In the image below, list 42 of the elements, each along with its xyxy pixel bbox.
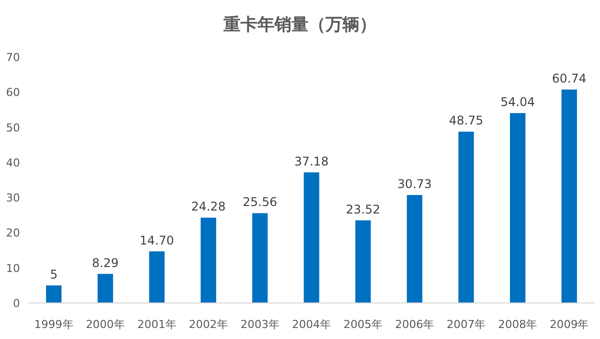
y-tick-label: 10 [6, 262, 20, 275]
bar [46, 285, 62, 303]
y-tick-label: 50 [6, 121, 20, 134]
data-label: 60.74 [552, 72, 586, 86]
bar [510, 113, 526, 303]
x-tick-label: 2009年 [550, 318, 589, 331]
bar [200, 218, 216, 303]
data-label: 23.52 [346, 202, 380, 216]
chart-title: 重卡年销量（万辆） [222, 15, 376, 35]
x-tick-label: 1999年 [34, 318, 74, 331]
data-label: 25.56 [242, 195, 278, 210]
bar [98, 274, 114, 303]
bar [304, 172, 320, 303]
y-tick-label: 60 [6, 86, 20, 100]
x-tick-label: 2001年 [137, 318, 176, 331]
x-tick-label: 2002年 [188, 318, 228, 331]
bar [355, 220, 371, 303]
y-tick-label: 70 [6, 51, 20, 64]
bar [149, 251, 165, 303]
y-tick-label: 30 [6, 192, 20, 205]
data-label: 8.29 [92, 256, 119, 270]
x-tick-label: 2007年 [446, 318, 486, 331]
data-label: 54.04 [500, 95, 535, 110]
x-tick-label: 2004年 [292, 318, 331, 331]
x-tick-label: 2008年 [498, 318, 538, 331]
data-label: 14.70 [140, 233, 174, 248]
bar [406, 195, 422, 303]
x-tick-label: 2000年 [86, 318, 125, 331]
data-label: 37.18 [294, 154, 329, 168]
x-tick-label: 2005年 [344, 318, 383, 331]
x-tick-label: 2003年 [240, 318, 280, 331]
bar [252, 213, 268, 303]
data-label: 48.75 [448, 114, 484, 128]
y-tick-label: 20 [6, 226, 20, 240]
data-label: 5 [50, 267, 58, 282]
y-tick-label: 0 [13, 297, 20, 310]
y-tick-label: 40 [6, 156, 20, 170]
data-label: 30.73 [397, 177, 432, 192]
bar [458, 132, 474, 303]
x-tick-label: 2006年 [395, 318, 434, 331]
bar [561, 90, 577, 303]
data-label: 24.28 [191, 200, 226, 214]
